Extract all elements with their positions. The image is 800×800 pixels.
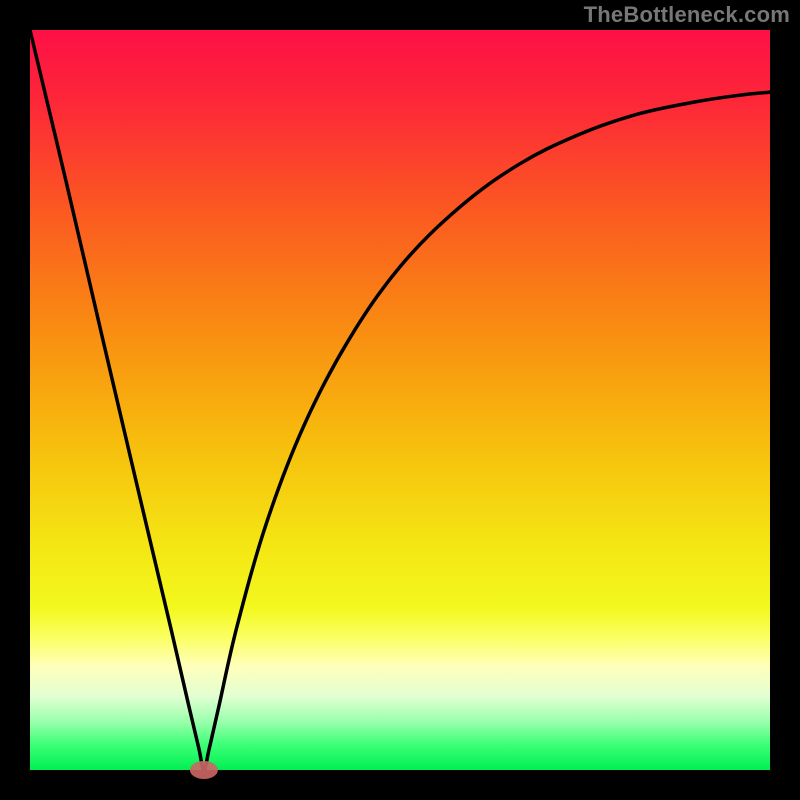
minimum-marker (190, 761, 218, 779)
plot-svg (0, 0, 800, 800)
gradient-background (30, 30, 770, 770)
watermark-text: TheBottleneck.com (584, 2, 790, 28)
chart-container: { "meta": { "watermark_text": "TheBottle… (0, 0, 800, 800)
